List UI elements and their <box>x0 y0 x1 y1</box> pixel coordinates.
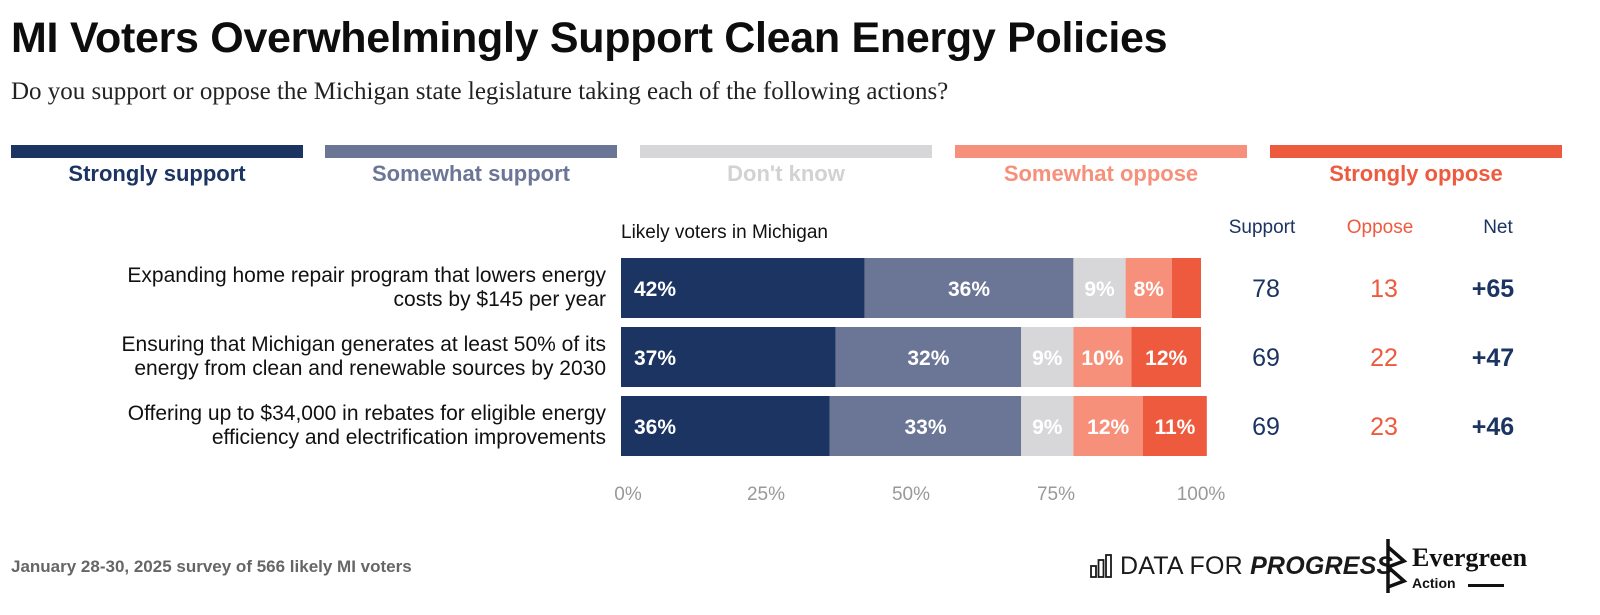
bar-segment <box>1021 396 1074 456</box>
legend-item: Strongly support <box>11 145 303 195</box>
summary-value: +47 <box>1472 344 1514 372</box>
summary-value: +46 <box>1472 413 1514 441</box>
summary-value: 13 <box>1370 275 1398 303</box>
bar-label: 12% <box>1087 416 1129 439</box>
bar-label: 10% <box>1081 347 1123 370</box>
category-label: Ensuring that Michigan generates at leas… <box>122 333 606 356</box>
category-label: Expanding home repair program that lower… <box>127 264 606 287</box>
bar-segment <box>835 327 1022 387</box>
footer-note: January 28-30, 2025 survey of 566 likely… <box>11 557 412 576</box>
bar-label: 36% <box>634 416 676 439</box>
x-tick-label: 50% <box>892 484 930 505</box>
bar-segment <box>864 258 1074 318</box>
evergreen-wordmark: Evergreen <box>1412 543 1528 572</box>
summary-header: Net <box>1483 217 1513 238</box>
legend-label: Somewhat oppose <box>1003 161 1199 186</box>
bar-label: 9% <box>1032 416 1063 439</box>
legend-label: Strongly oppose <box>1329 161 1503 186</box>
bar-label: 9% <box>1084 278 1115 301</box>
bar-label: 37% <box>634 347 676 370</box>
category-label: Offering up to $34,000 in rebates for el… <box>128 402 607 425</box>
bar-segment <box>621 258 865 318</box>
summary-header: Support <box>1229 217 1296 238</box>
bar-segment <box>1073 327 1132 387</box>
legend-swatch <box>1270 145 1562 158</box>
bar-segment <box>621 327 836 387</box>
summary-value: 69 <box>1252 413 1280 441</box>
evergreen-action-logo: Evergreen Action <box>1382 537 1562 597</box>
bar-label: 36% <box>948 278 990 301</box>
logo-underline <box>1468 584 1504 587</box>
summary-value: 69 <box>1252 344 1280 372</box>
bar-segment <box>1021 327 1074 387</box>
bar-label: 11% <box>1154 416 1195 439</box>
bar-segment <box>829 396 1022 456</box>
bar-label: 32% <box>907 347 949 370</box>
chart-title: MI Voters Overwhelmingly Support Clean E… <box>11 14 1168 62</box>
bar-segment <box>1172 258 1201 318</box>
chart-subtitle: Do you support or oppose the Michigan st… <box>11 78 949 105</box>
x-tick-label: 0% <box>614 484 642 505</box>
legend-label: Somewhat support <box>371 161 570 186</box>
legend-label: Strongly support <box>68 161 246 186</box>
bar-label: 33% <box>904 416 946 439</box>
legend-label: Don't know <box>727 161 845 186</box>
evergreen-tree-icon <box>1386 539 1408 593</box>
bar-label: 9% <box>1032 347 1063 370</box>
legend: Strongly support Somewhat support Don't kn… <box>11 145 1589 195</box>
legend-item: Strongly oppose <box>1270 145 1562 195</box>
summary-header: Oppose <box>1347 217 1414 238</box>
dfp-italic: PROGRESS <box>1250 551 1394 580</box>
x-tick-label: 25% <box>747 484 785 505</box>
legend-swatch <box>640 145 932 158</box>
bar-chart-icon <box>1090 554 1112 578</box>
bar-label: 12% <box>1145 347 1187 370</box>
legend-swatch <box>955 145 1247 158</box>
action-wordmark: Action <box>1412 575 1456 591</box>
legend-item: Don't know <box>640 145 932 195</box>
data-for-progress-logo: DATA FOR PROGRESS <box>1090 548 1393 584</box>
group-label: Likely voters in Michigan <box>621 222 828 243</box>
bar-segment <box>1131 327 1201 387</box>
category-label: costs by $145 per year <box>394 288 606 311</box>
bar-segment <box>1143 396 1207 456</box>
legend-swatch <box>325 145 617 158</box>
x-tick-label: 75% <box>1037 484 1075 505</box>
summary-value: 78 <box>1252 275 1280 303</box>
bar-segment <box>1073 396 1143 456</box>
bar-label: 42% <box>634 278 676 301</box>
legend-item: Somewhat support <box>325 145 617 195</box>
summary-value: +65 <box>1472 275 1515 303</box>
bar-label: 8% <box>1134 278 1165 301</box>
dfp-plain: DATA FOR <box>1120 551 1251 580</box>
bar-segment <box>1073 258 1126 318</box>
summary-value: 22 <box>1370 344 1398 372</box>
legend-swatch <box>11 145 303 158</box>
summary-value: 23 <box>1370 413 1398 441</box>
x-tick-label: 100% <box>1177 484 1226 505</box>
legend-item: Somewhat oppose <box>955 145 1247 195</box>
category-label: efficiency and electrification improveme… <box>212 426 606 449</box>
bar-segment <box>1125 258 1172 318</box>
category-label: energy from clean and renewable sources … <box>134 357 606 380</box>
dfp-wordmark: DATA FOR PROGRESS <box>1120 552 1393 581</box>
bar-segment <box>621 396 830 456</box>
